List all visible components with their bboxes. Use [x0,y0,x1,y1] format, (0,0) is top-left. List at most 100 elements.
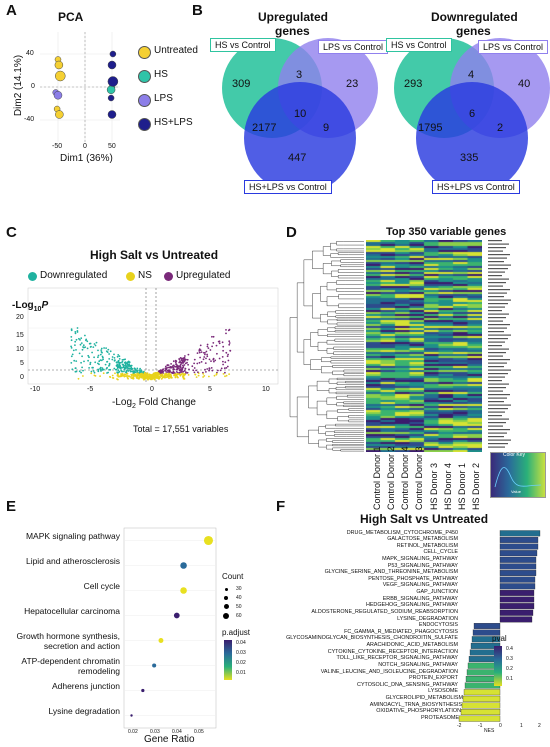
volcano-point [157,370,160,373]
volcano-point [187,353,190,356]
volcano-point [199,356,202,359]
volcano-point [227,329,230,332]
volcano-point [187,363,190,366]
volcano-point [82,369,84,372]
volcano-point [75,338,78,341]
heatmap-col-3: Control Donor 4 [400,446,410,510]
volcano-point [89,361,92,364]
gene-label [488,373,508,375]
volcano-point [116,373,119,376]
volcano-point [202,358,205,361]
gsea-term-label: GALACTOSE_METABOLISM [387,536,458,543]
volcano-point [111,358,114,361]
gsea-bar [499,530,541,537]
volcano-point [105,350,108,353]
volcano-point [126,361,129,363]
venn-up-n-hs-lps: 3 [296,69,303,81]
volcano-point [205,357,207,360]
kegg-term-label: MAPK signaling pathway [25,530,120,541]
volcano-point [159,373,161,376]
gsea-term-label: FC_GAMMA_R_MEDIATED_PHAGOCYTOSIS [344,628,458,635]
volcano-point [212,357,215,360]
volcano-point [227,353,230,356]
gsea-term-labels: DRUG_METABOLISM_CYTOCHROME_P450 GALACTOSE… [280,530,463,722]
volcano-point [184,373,187,376]
volcano-point [76,327,79,329]
volcano-point [180,370,182,373]
gsea-legend: pval 0.4 0.3 0.2 0.1 [492,634,532,694]
kegg-term-label: Lipid and atherosclerosis [25,555,120,566]
gene-label [488,261,504,263]
gene-label [488,303,508,305]
panel-label-b: B [192,2,203,19]
volcano-point [170,363,173,365]
volcano-xtick-neg5: -5 [87,386,94,393]
pca-point [107,94,115,102]
volcano-xtick-5: 5 [208,386,212,393]
volcano-point [114,372,116,375]
volcano-point [228,373,231,375]
pca-point [107,110,117,119]
volcano-point [228,342,231,344]
volcano-point [98,360,101,363]
volcano-legend-dot-up [164,272,173,281]
volcano-point [179,357,182,359]
count-dot-60 [223,613,229,619]
volcano-point [118,363,120,366]
volcano-point [100,347,103,350]
volcano-point [142,377,144,380]
volcano-point [164,369,167,372]
kegg-xtick-1: 0.02 [128,729,138,735]
venn-up-circle-hslps [244,82,356,194]
venn-up-n-hs-hslps: 2177 [252,122,277,134]
volcano-point [94,361,97,364]
volcano-point [78,352,81,355]
volcano-point [97,356,99,359]
volcano-point [205,371,207,373]
volcano-point [88,356,90,359]
gene-label [488,408,508,410]
kegg-term-label: Cell cycle [83,580,120,591]
volcano-xlabel: -Log2 Fold Change [112,397,196,410]
pca-point [53,91,63,100]
pca-legend-hs: HS [138,68,258,84]
pca-xlabel: Dim1 (36%) [60,153,113,164]
volcano-point [132,377,135,380]
volcano-legend: Downregulated NS Upregulated [28,270,278,284]
volcano-point [88,367,90,369]
volcano-point [108,358,111,360]
pca-legend-untreated: Untreated [138,44,258,60]
heatmap-col-5: HS Donor 3 [429,462,439,510]
volcano-point [193,362,196,365]
kegg-dot [130,714,133,717]
volcano-point [117,369,120,372]
venn-down-n-hslps: 335 [460,152,479,164]
volcano-point [101,368,104,371]
volcano-point [124,366,126,369]
volcano-point [78,337,80,340]
pca-legend-lps: LPS [138,92,258,108]
gene-label [488,432,507,434]
volcano-ylabel-main: -Log [12,300,34,311]
gsea-term-label: GAP_JUNCTION [416,589,458,596]
volcano-point [87,359,89,362]
volcano-point [177,365,180,368]
volcano-point [193,371,196,374]
legend-label-hs: HS [154,69,168,80]
volcano-ylabel-end: P [41,300,49,311]
venn-down-n-all: 6 [469,108,476,120]
volcano-point [82,344,85,347]
volcano-point [89,346,92,348]
volcano-point [142,373,145,376]
kegg-dot [173,612,180,619]
volcano-point [185,372,187,374]
gsea-term-label: OXIDATIVE_PHOSPHORYLATION [376,708,461,715]
volcano-point [224,375,226,378]
kegg-count-title: Count [222,572,244,581]
volcano-point [198,361,201,364]
volcano-point [74,370,77,373]
volcano-point [98,363,100,366]
volcano-point [82,375,84,377]
volcano-point [229,350,232,352]
gsea-term-label: GLYCINE_SERINE_AND_THREONINE_METABOLISM [324,569,458,576]
